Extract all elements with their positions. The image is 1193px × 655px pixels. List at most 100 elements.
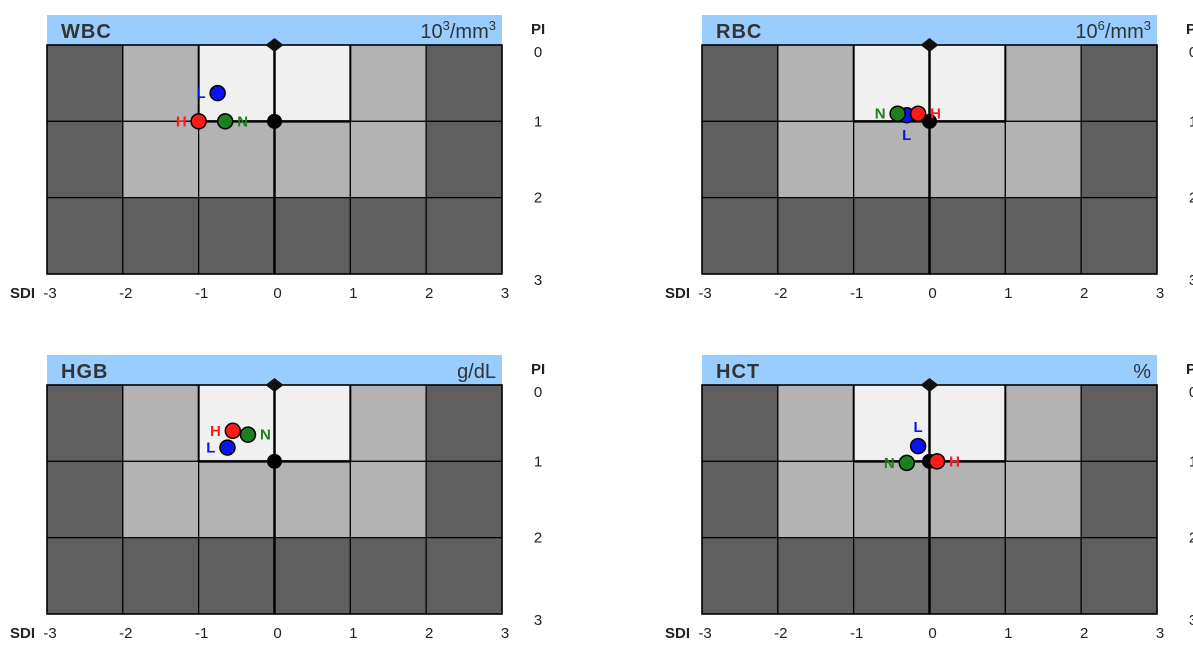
zone-cell — [122, 384, 200, 462]
zone-cell — [853, 120, 931, 199]
x-tick-label: -3 — [698, 285, 711, 302]
zone-cell — [273, 120, 351, 199]
data-point-h — [928, 453, 946, 470]
y-tick-label: 3 — [534, 272, 542, 289]
chart-panel-rbc: RBC 106/mm3 PI 0 1 2 3 SDI -3 -2 -1 0 1 2 3 LN H — [655, 10, 1193, 315]
x-tick-label: 0 — [928, 625, 936, 642]
chart-title: HGB — [61, 361, 108, 383]
chart-svg-hct: HCT% PI 0 1 2 3 SDI -3 -2 -1 0 1 2 3 L N H — [665, 355, 1193, 642]
zone-cell — [777, 44, 855, 122]
zone-cell — [853, 537, 931, 615]
data-point-h — [909, 105, 927, 122]
data-point-n — [239, 426, 257, 443]
data-point-l — [209, 84, 226, 102]
y-tick-label: 2 — [1189, 530, 1193, 547]
chart-unit: 106/mm3 — [1075, 18, 1151, 43]
zone-cell — [122, 197, 200, 275]
zone-cell — [425, 197, 503, 275]
zone-cell — [1080, 197, 1158, 275]
zone-cell — [46, 460, 124, 539]
chart-title: HCT — [716, 361, 760, 383]
zone-cell — [1004, 197, 1082, 275]
y-tick-label: 2 — [1189, 190, 1193, 207]
y-tick-label: 2 — [534, 530, 542, 547]
zone-cell — [777, 537, 855, 615]
zone-cell — [1080, 384, 1158, 462]
x-tick-label: -3 — [43, 285, 56, 302]
zone-cell — [928, 384, 1006, 462]
x-tick-label: 2 — [1080, 285, 1088, 302]
zone-cell — [349, 537, 427, 615]
chart-panel-wbc: WBC 103/mm3 PI 0 1 2 3 SDI -3 -2 -1 0 1 2 3 L H N — [0, 10, 545, 315]
zone-cell — [701, 537, 779, 615]
zone-cell — [198, 120, 276, 199]
y-tick-label: 1 — [1189, 113, 1193, 130]
x-axis-title-sdi: SDI — [10, 625, 35, 642]
y-axis-title-pi: PI — [531, 21, 545, 38]
data-label-l: L — [196, 85, 205, 102]
y-tick-label: 1 — [1189, 453, 1193, 470]
y-axis-title-pi: PI — [1186, 21, 1193, 38]
x-tick-label: 2 — [425, 285, 433, 302]
y-tick-label: 0 — [534, 384, 542, 401]
y-axis-title-pi: PI — [531, 361, 545, 378]
zone-cell — [273, 537, 351, 615]
y-tick-label: 0 — [1189, 384, 1193, 401]
chart-unit: % — [1133, 361, 1151, 383]
data-label-h: H — [949, 453, 960, 470]
zero-diamond-marker — [265, 378, 284, 392]
zone-cell — [701, 44, 779, 122]
x-axis-title-sdi: SDI — [10, 285, 35, 302]
x-tick-label: -3 — [43, 625, 56, 642]
zone-cell — [46, 120, 124, 199]
x-tick-label: 3 — [1156, 625, 1164, 642]
zero-diamond-marker — [920, 38, 939, 52]
x-tick-label: -1 — [850, 285, 863, 302]
zone-cell — [198, 537, 276, 615]
zone-cell — [198, 197, 276, 275]
zone-cell — [46, 197, 124, 275]
zone-cell — [777, 120, 855, 199]
zone-cell — [777, 197, 855, 275]
x-tick-label: 1 — [349, 625, 357, 642]
zone-cell — [349, 197, 427, 275]
x-axis-title-sdi: SDI — [665, 285, 690, 302]
zone-cell — [122, 120, 200, 199]
data-point-n — [898, 454, 915, 472]
chart-panel-hct: HCT% PI 0 1 2 3 SDI -3 -2 -1 0 1 2 3 L N H — [655, 350, 1193, 655]
x-tick-label: 1 — [1004, 625, 1012, 642]
x-tick-label: 3 — [501, 625, 509, 642]
x-tick-label: -1 — [195, 625, 208, 642]
zone-cell — [1080, 44, 1158, 122]
x-tick-label: -1 — [195, 285, 208, 302]
zone-cell — [46, 537, 124, 615]
data-point-n — [889, 105, 906, 122]
zone-cell — [349, 44, 427, 122]
zone-cell — [928, 537, 1006, 615]
data-label-h: H — [930, 106, 941, 123]
zero-diamond-marker — [265, 38, 284, 52]
data-label-h: H — [210, 423, 221, 440]
x-tick-label: 3 — [501, 285, 509, 302]
x-tick-label: 3 — [1156, 285, 1164, 302]
zone-cell — [701, 197, 779, 275]
y-tick-label: 0 — [534, 44, 542, 61]
chart-svg-hgb: HGB g/dL PI 0 1 2 3 SDI -3 -2 -1 0 1 2 3 H N L — [10, 355, 545, 642]
zone-cell — [1080, 120, 1158, 199]
x-tick-label: -2 — [774, 625, 787, 642]
chart-title: WBC — [61, 21, 112, 43]
zone-cell — [928, 120, 1006, 199]
data-point-h — [190, 113, 207, 130]
x-axis-title-sdi: SDI — [665, 625, 690, 642]
x-tick-label: 2 — [425, 625, 433, 642]
zone-cell — [928, 197, 1006, 275]
zone-cell — [425, 44, 503, 122]
zone-cell — [273, 384, 351, 462]
y-tick-label: 3 — [1189, 272, 1193, 289]
zone-cell — [701, 120, 779, 199]
zone-cell — [928, 460, 1006, 539]
zone-cell — [198, 384, 276, 462]
zone-cell — [701, 460, 779, 539]
zone-cell — [122, 460, 200, 539]
target-point — [267, 113, 282, 129]
